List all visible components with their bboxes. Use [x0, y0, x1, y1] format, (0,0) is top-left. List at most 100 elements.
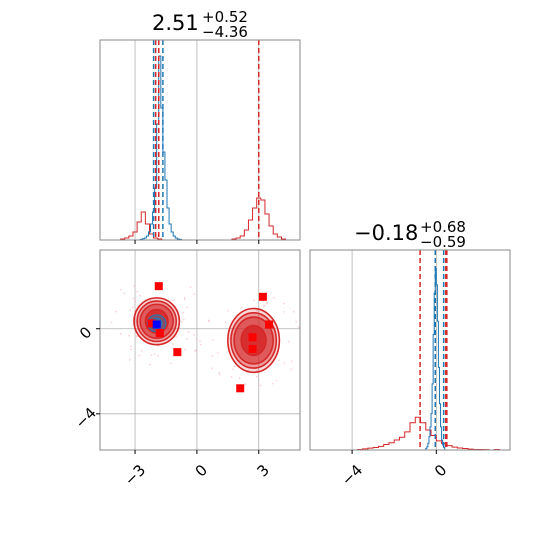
marker-red [248, 333, 257, 342]
sample-point [230, 376, 233, 378]
x-tick-label: 3 [253, 461, 272, 480]
sample-point [255, 375, 258, 378]
marker-red [265, 320, 274, 329]
sample-point [172, 343, 174, 346]
sample-point [133, 284, 136, 287]
sample-point [182, 311, 185, 314]
sample-point [273, 296, 275, 299]
sample-point [295, 320, 298, 323]
sample-point [297, 326, 300, 329]
sample-point [149, 299, 152, 302]
sample-point [240, 306, 243, 309]
sample-point [172, 299, 175, 302]
sample-point [129, 309, 131, 312]
sample-point [187, 331, 190, 334]
sample-point [119, 288, 122, 291]
sample-point [288, 340, 290, 343]
sample-point [259, 384, 262, 387]
param2-title-plus: +0.68 [420, 218, 466, 236]
marker-red [173, 348, 182, 357]
hist-red-param2 [352, 416, 505, 450]
sample-point [304, 334, 306, 336]
y-tick-label: 0 [76, 323, 95, 342]
sample-point [283, 311, 286, 313]
sample-point [271, 382, 274, 385]
marker-red [236, 384, 245, 393]
sample-point [189, 286, 192, 288]
sample-point [140, 349, 143, 352]
marker-red [147, 319, 156, 328]
sample-point [238, 377, 241, 379]
sample-point [136, 290, 138, 293]
sample-point [283, 362, 286, 365]
sample-point [193, 333, 196, 336]
sample-point [138, 354, 141, 357]
sample-point [278, 359, 280, 362]
panel-2d-frame [99, 249, 301, 451]
hist-blue-param2 [425, 267, 446, 450]
sample-point [232, 368, 234, 371]
sample-point [110, 321, 113, 324]
param2-title-median: −0.18 [354, 221, 418, 245]
sample-point [128, 334, 131, 337]
hist-blue-param1 [139, 55, 182, 240]
sample-point [199, 340, 201, 342]
panel-param2-frame [309, 249, 511, 451]
param1-title-plus: +0.52 [202, 8, 248, 26]
param2-title-minus: −0.59 [420, 233, 466, 251]
sample-point [292, 310, 295, 313]
sample-point [149, 363, 151, 366]
sample-point [263, 304, 265, 307]
sample-point [175, 335, 178, 338]
sample-point [182, 318, 185, 321]
marker-blue [152, 320, 161, 329]
sample-point [186, 306, 189, 309]
sample-point [183, 298, 186, 301]
sample-point [153, 353, 156, 355]
panel-param1-hist-plot [100, 40, 300, 240]
x-tick-label: −3 [121, 461, 149, 489]
param2-title: −0.18 [354, 221, 418, 245]
sample-point [265, 302, 268, 305]
plot-layer: −3 0 3 −4 0 −4 0 [72, 39, 511, 489]
panel-param2-hist-plot [351, 250, 505, 450]
sample-point [134, 299, 137, 302]
sample-point [207, 319, 210, 322]
sample-point [275, 379, 278, 382]
x-tick-label: −4 [338, 461, 366, 489]
sample-point [290, 368, 293, 371]
param1-title-minus: −4.36 [202, 23, 248, 41]
param1-title-median: 2.51 [152, 11, 199, 35]
sample-point [194, 349, 197, 352]
y-tick-label: −4 [72, 404, 100, 432]
sample-point [282, 302, 285, 305]
hist-red-param1 [100, 197, 300, 240]
sample-point [181, 320, 184, 323]
sample-point [169, 362, 172, 365]
marker-red [155, 328, 164, 337]
sample-point [119, 332, 122, 335]
sample-point [128, 359, 131, 361]
sample-point [186, 337, 189, 340]
sample-point [210, 367, 213, 370]
sample-point [184, 348, 186, 351]
sample-point [306, 342, 308, 344]
sample-point [199, 343, 202, 346]
sample-point [256, 369, 258, 372]
sample-point [224, 321, 227, 324]
sample-point [212, 338, 214, 341]
sample-point [253, 299, 256, 302]
panel-2d-plot [100, 250, 309, 450]
sample-point [218, 373, 221, 376]
sample-point [290, 360, 293, 363]
sample-point [216, 352, 219, 354]
sample-point [307, 344, 309, 346]
panel-param1-frame [99, 39, 301, 241]
param1-title: 2.51 [152, 11, 199, 35]
x-tick-label: 0 [192, 461, 211, 480]
sample-point [150, 354, 153, 357]
x-tick-label: 0 [431, 461, 450, 480]
marker-red [248, 344, 257, 353]
sample-point [193, 293, 196, 295]
